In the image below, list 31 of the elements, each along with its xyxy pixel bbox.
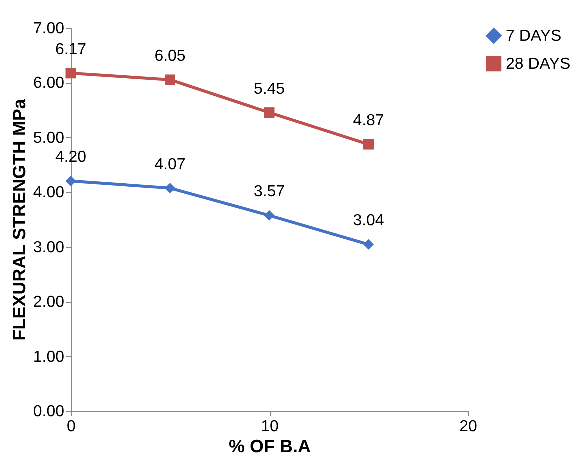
y-tick-label: 0.00: [33, 404, 65, 420]
point: [264, 108, 275, 118]
data-label: 4.07: [154, 156, 186, 174]
x-axis-title: % OF B.A: [228, 436, 312, 456]
data-label: 4.87: [353, 112, 384, 130]
y-tick-label: 2.00: [33, 294, 65, 312]
y-tick-label: 4.00: [33, 184, 65, 202]
x-tick-label: 0: [67, 418, 76, 436]
data-label: 6.17: [55, 41, 87, 58]
point: [364, 139, 374, 150]
data-label: 3.57: [254, 184, 286, 201]
x-tick-label: 20: [460, 418, 478, 436]
point: [66, 176, 76, 186]
point: [364, 239, 374, 250]
y-tick-label: 1.00: [33, 348, 65, 366]
point: [165, 74, 176, 86]
data-label: 5.45: [254, 80, 286, 98]
y-tick-label: 3.00: [33, 239, 65, 256]
data-label: 4.20: [55, 149, 87, 166]
data-label: 3.04: [353, 212, 384, 230]
point: [264, 210, 275, 221]
data-label: 6.05: [154, 48, 186, 65]
legend-label: 7 DAYS: [506, 28, 562, 45]
legend-label: 28 DAYS: [506, 56, 571, 73]
y-tick-label: 6.00: [33, 75, 65, 92]
point: [165, 183, 176, 194]
y-tick-label: 7.00: [33, 20, 65, 38]
x-tick-label: 10: [261, 418, 279, 436]
point: [66, 68, 76, 79]
y-axis-title: FLEXURAL STRENGTH MPa: [9, 98, 30, 341]
y-tick-label: 5.00: [33, 130, 65, 147]
